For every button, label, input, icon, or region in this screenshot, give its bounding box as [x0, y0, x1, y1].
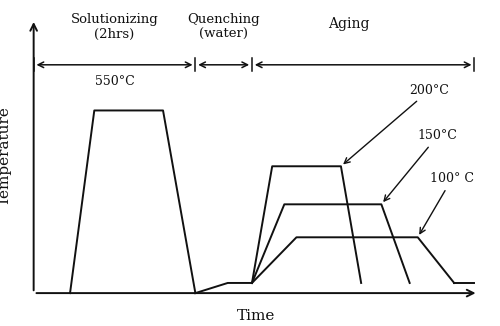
Text: Solutionizing
(2hrs): Solutionizing (2hrs): [70, 13, 158, 41]
Text: Time: Time: [237, 309, 275, 323]
Text: 200°C: 200°C: [344, 84, 450, 163]
Text: 100° C: 100° C: [420, 172, 474, 233]
Text: 150°C: 150°C: [384, 129, 458, 201]
Text: Aging: Aging: [328, 17, 370, 31]
Text: 550°C: 550°C: [94, 75, 134, 88]
Text: Quenching
(water): Quenching (water): [188, 13, 260, 41]
Text: Temperature: Temperature: [0, 106, 12, 206]
